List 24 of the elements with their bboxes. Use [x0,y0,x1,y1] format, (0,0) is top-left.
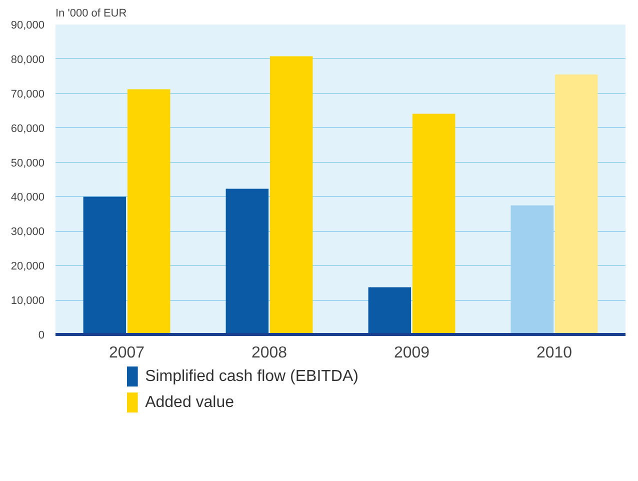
bar [554,74,598,334]
bar [270,56,313,334]
y-tick-label: 30,000 [10,226,45,238]
y-tick-label: 10,000 [10,295,45,308]
x-tick-label: 2007 [108,344,145,362]
y-tick-label: 70,000 [10,88,45,100]
y-tick-label: 50,000 [10,157,45,170]
bar [368,287,412,334]
y-tick-label: 0 [38,330,45,342]
y-tick-label: 90,000 [10,20,45,32]
y-tick-label: 60,000 [10,122,45,135]
legend-label: Simplified cash flow (EBITDA) [145,368,358,385]
y-tick-label: 40,000 [10,192,45,204]
bar [127,89,170,334]
x-tick-label: 2010 [536,344,572,362]
bar [226,188,269,334]
y-axis-title: In '000 of EUR [56,8,127,20]
x-tick-label: 2009 [394,344,430,362]
bar [412,114,456,334]
y-tick-label: 20,000 [10,260,45,273]
legend-label: Added value [145,394,234,411]
x-tick-label: 2008 [251,344,288,362]
bar [83,196,126,334]
y-tick-label: 80,000 [10,54,45,66]
